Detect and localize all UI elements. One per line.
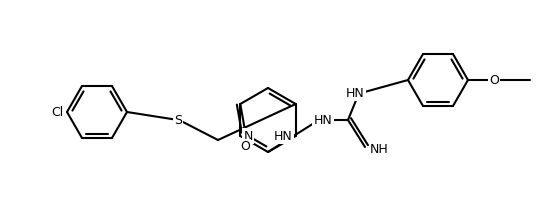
Text: N: N bbox=[243, 130, 253, 143]
Text: HN: HN bbox=[314, 114, 333, 126]
Text: Cl: Cl bbox=[51, 106, 63, 119]
Text: HN: HN bbox=[274, 130, 293, 143]
Text: O: O bbox=[489, 73, 499, 86]
Text: HN: HN bbox=[346, 86, 364, 99]
Text: O: O bbox=[241, 140, 250, 153]
Text: NH: NH bbox=[370, 143, 389, 156]
Text: S: S bbox=[174, 114, 182, 126]
